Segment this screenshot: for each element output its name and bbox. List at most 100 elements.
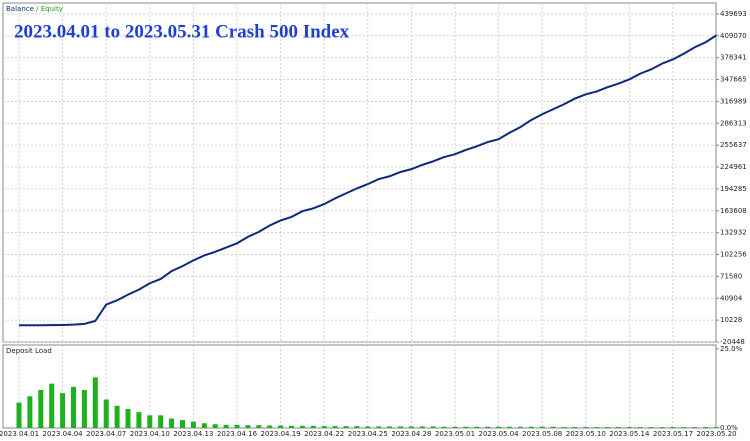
load-bar bbox=[49, 383, 55, 428]
y-tick-label: 194285 bbox=[720, 185, 747, 193]
y-tick-label: 409070 bbox=[720, 32, 747, 40]
load-bar bbox=[670, 427, 676, 428]
load-bar bbox=[16, 402, 22, 428]
y-tick-label: 316989 bbox=[720, 97, 747, 105]
load-bar bbox=[81, 389, 87, 428]
x-tick-label: 2023.05.10 bbox=[566, 430, 606, 438]
load-bar bbox=[234, 424, 240, 428]
load-bar bbox=[408, 426, 414, 428]
grid bbox=[3, 3, 717, 428]
y-tick-label: 132932 bbox=[720, 229, 747, 237]
x-tick-label: 2023.04.01 bbox=[0, 430, 39, 438]
y-tick-label: 255637 bbox=[720, 141, 747, 149]
y-tick-label: 25.0% bbox=[720, 345, 743, 353]
load-bar bbox=[441, 426, 447, 428]
load-bar bbox=[332, 426, 338, 428]
load-bar bbox=[169, 418, 175, 428]
load-bar bbox=[103, 399, 109, 428]
load-bar bbox=[310, 425, 316, 428]
x-tick-label: 2023.04.28 bbox=[391, 430, 431, 438]
x-tick-label: 2023.05.17 bbox=[653, 430, 693, 438]
y-tick-label: 224961 bbox=[720, 163, 747, 171]
load-bar bbox=[485, 426, 491, 428]
load-bar bbox=[616, 427, 621, 428]
load-bar bbox=[289, 425, 294, 428]
load-bar bbox=[27, 396, 33, 428]
load-bar bbox=[561, 427, 567, 428]
y-tick-label: 286313 bbox=[720, 119, 747, 127]
x-tick-label: 2023.05.14 bbox=[609, 430, 650, 438]
load-bar bbox=[223, 424, 229, 428]
y-tick-label: 102256 bbox=[720, 251, 747, 259]
load-bar bbox=[398, 426, 403, 428]
x-tick-label: 2023.04.19 bbox=[261, 430, 301, 438]
y-tick-label: 10228 bbox=[720, 316, 742, 324]
load-bar bbox=[38, 389, 44, 428]
load-bar bbox=[594, 427, 600, 428]
load-bar bbox=[256, 425, 262, 428]
load-bar bbox=[212, 424, 218, 428]
load-bar bbox=[114, 405, 120, 428]
plot bbox=[16, 34, 720, 428]
load-bar bbox=[60, 393, 66, 428]
load-bar bbox=[528, 426, 534, 428]
y-tick-label: 71580 bbox=[720, 272, 742, 280]
load-bar bbox=[267, 425, 273, 428]
load-bar bbox=[572, 427, 578, 428]
load-bar bbox=[354, 426, 360, 428]
y-tick-label: 163608 bbox=[720, 207, 747, 215]
load-bar bbox=[387, 426, 393, 428]
y-tick-label: 439693 bbox=[720, 10, 747, 18]
load-bar bbox=[190, 421, 196, 428]
y-tick-label: 378341 bbox=[720, 54, 747, 62]
legend-entry: Balance bbox=[6, 5, 34, 13]
load-bar bbox=[637, 427, 643, 428]
load-bar bbox=[496, 426, 502, 428]
x-tick-label: 2023.05.01 bbox=[435, 430, 475, 438]
y-tick-label: 40904 bbox=[720, 294, 743, 302]
load-bar bbox=[321, 426, 327, 428]
load-bar bbox=[517, 426, 523, 428]
x-tick-label: 2023.05.04 bbox=[479, 430, 520, 438]
load-frame bbox=[2, 344, 717, 429]
x-tick-label: 2023.04.22 bbox=[304, 430, 344, 438]
load-bar bbox=[539, 426, 545, 428]
load-bar bbox=[463, 426, 469, 428]
x-tick-label: 2023.04.10 bbox=[130, 430, 170, 438]
y-tick-label: 347665 bbox=[720, 76, 747, 84]
load-bar bbox=[648, 427, 654, 428]
load-bar bbox=[201, 423, 207, 428]
load-bar bbox=[605, 427, 611, 428]
load-bar bbox=[681, 427, 687, 428]
load-bar bbox=[147, 415, 153, 428]
load-bar bbox=[125, 408, 131, 428]
x-tick-label: 2023.04.25 bbox=[348, 430, 388, 438]
load-bar bbox=[430, 426, 436, 428]
load-bar bbox=[343, 426, 349, 428]
legend: Balance / Equity bbox=[6, 5, 63, 13]
load-bar bbox=[158, 415, 164, 428]
y-tick-label: -20448 bbox=[720, 338, 745, 346]
x-tick-label: 2023.04.07 bbox=[86, 430, 126, 438]
load-bar bbox=[71, 386, 76, 428]
y-tick-label: 0.0% bbox=[720, 424, 738, 432]
load-bar bbox=[365, 426, 371, 428]
load-bar bbox=[692, 427, 698, 428]
load-bar bbox=[507, 426, 512, 428]
load-bar bbox=[703, 427, 709, 428]
load-bar bbox=[474, 426, 480, 428]
x-tick-label: 2023.04.13 bbox=[173, 430, 213, 438]
load-bar bbox=[245, 425, 251, 428]
load-bar bbox=[626, 427, 632, 428]
x-tick-label: 2023.05.08 bbox=[522, 430, 562, 438]
load-bar bbox=[419, 426, 425, 428]
x-tick-label: 2023.04.16 bbox=[217, 430, 258, 438]
load-bar bbox=[180, 420, 185, 428]
load-bar bbox=[583, 427, 589, 428]
load-bar bbox=[136, 412, 142, 428]
chart-title: 2023.04.01 to 2023.05.31 Crash 500 Index bbox=[14, 21, 350, 42]
load-bar bbox=[92, 377, 98, 428]
x-tick-label: 2023.04.04 bbox=[43, 430, 84, 438]
